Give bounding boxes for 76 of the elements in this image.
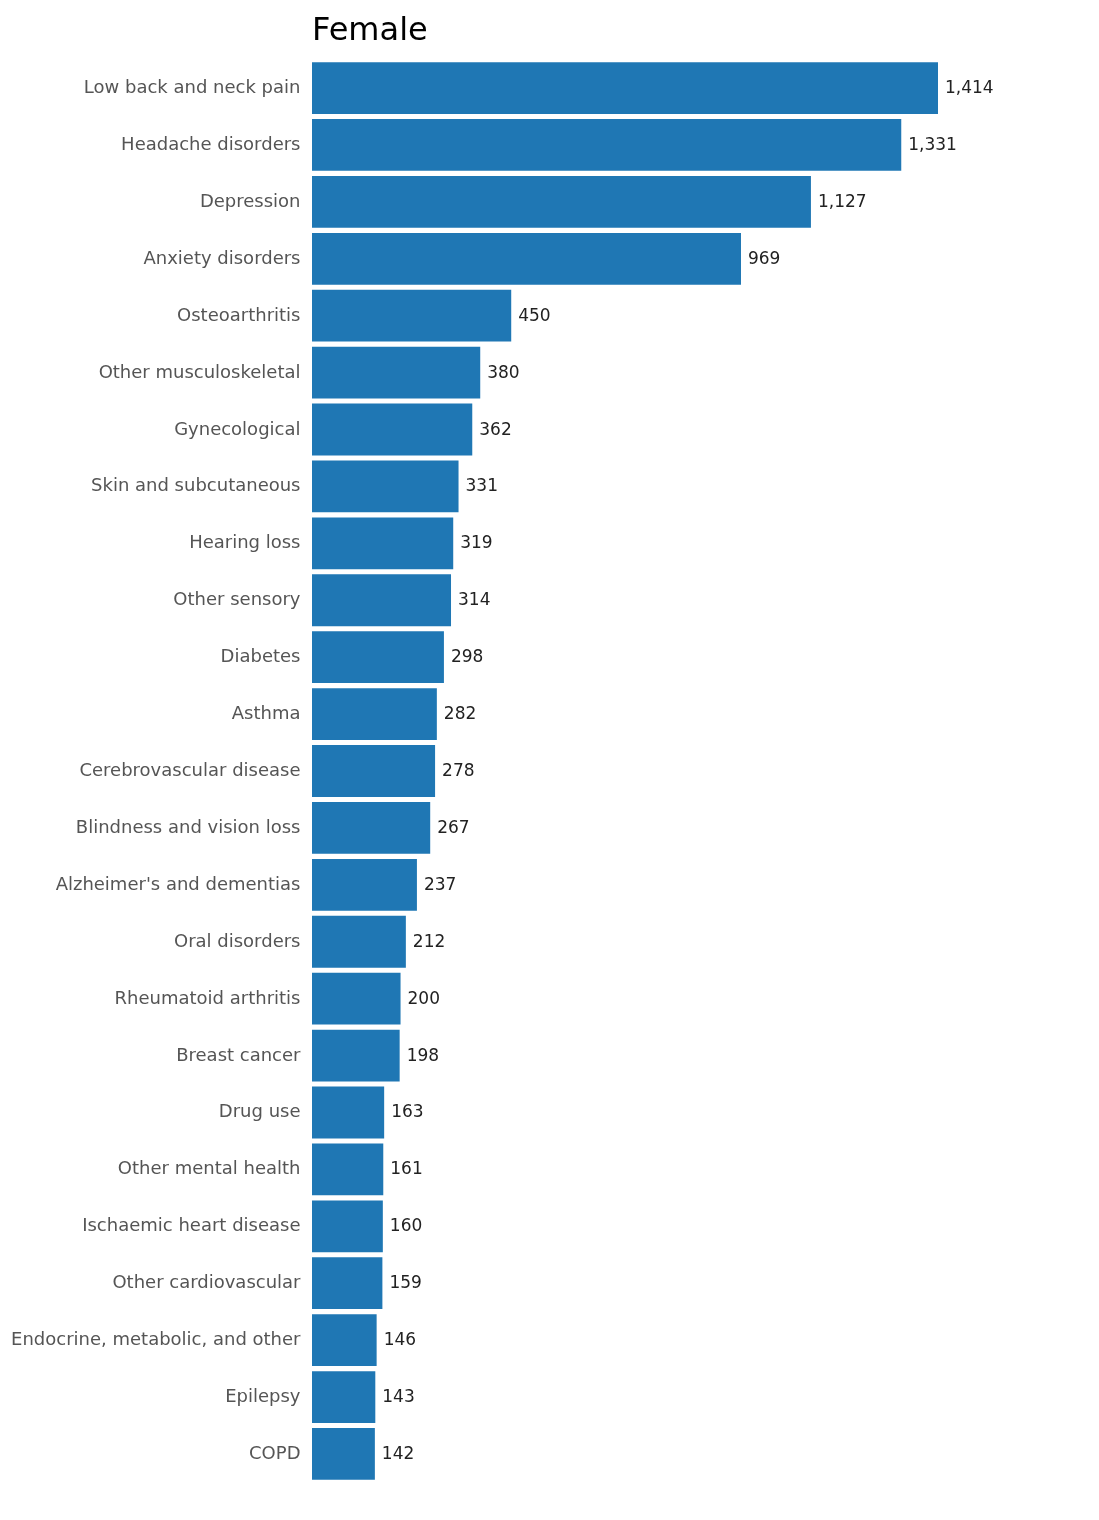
bar <box>312 119 902 171</box>
y-tick-label: Osteoarthritis <box>177 303 301 325</box>
y-tick-label: Ischaemic heart disease <box>82 1214 301 1236</box>
bar <box>312 972 401 1025</box>
y-tick-label: Epilepsy <box>225 1385 301 1407</box>
y-tick-label: Other cardiovascular <box>112 1271 302 1293</box>
bar <box>312 289 512 342</box>
y-tick-label: Depression <box>199 189 301 211</box>
bar <box>312 175 811 228</box>
y-tick-label: Gynecological <box>174 417 301 439</box>
bar <box>312 802 431 854</box>
data-label: 159 <box>389 1272 422 1293</box>
data-label: 1,414 <box>945 77 994 98</box>
bar <box>312 1314 377 1367</box>
data-label: 142 <box>381 1442 415 1463</box>
data-label: 298 <box>450 646 484 667</box>
bar <box>312 1428 375 1480</box>
bar <box>312 1257 383 1310</box>
bar <box>312 1143 384 1196</box>
data-label: 380 <box>487 361 520 382</box>
data-label: 331 <box>465 475 498 496</box>
bar <box>312 346 481 399</box>
data-label: 212 <box>412 930 446 951</box>
bar <box>312 631 444 684</box>
bar <box>312 858 417 911</box>
data-label: 143 <box>382 1386 415 1407</box>
y-tick-label: Diabetes <box>220 645 301 667</box>
y-tick-label: Skin and subcutaneous <box>91 474 301 496</box>
bar <box>312 1029 400 1082</box>
y-tick-label: Low back and neck pain <box>83 76 301 98</box>
data-label: 319 <box>460 532 493 553</box>
bar <box>312 517 454 570</box>
y-tick-label: Cerebrovascular disease <box>79 759 301 780</box>
y-tick-label: Other musculoskeletal <box>98 360 301 382</box>
y-tick-label: Blindness and vision loss <box>75 815 301 837</box>
y-tick-label: Oral disorders <box>173 929 301 951</box>
data-label: 267 <box>437 816 470 837</box>
data-label: 146 <box>383 1329 417 1350</box>
data-label: 163 <box>391 1101 424 1122</box>
y-tick-label: Drug use <box>218 1100 301 1122</box>
y-tick-label: Hearing loss <box>189 531 301 553</box>
data-label: 282 <box>443 703 477 724</box>
data-label: 1,331 <box>908 133 957 154</box>
bar <box>312 232 741 285</box>
y-tick-label: Endocrine, metabolic, and other <box>11 1328 302 1350</box>
data-label: 362 <box>479 418 512 439</box>
y-tick-label: Asthma <box>231 702 301 724</box>
data-label: 450 <box>518 304 551 325</box>
bar <box>312 915 406 968</box>
y-tick-label: Other sensory <box>173 588 301 610</box>
data-label: 237 <box>423 873 457 894</box>
chart-title: Female <box>312 10 428 48</box>
data-label: 160 <box>389 1215 423 1236</box>
bar <box>312 403 473 456</box>
y-tick-label: Breast cancer <box>176 1043 302 1065</box>
y-tick-label: Anxiety disorders <box>143 246 301 268</box>
data-label: 278 <box>442 760 475 780</box>
bar <box>312 574 452 627</box>
y-tick-label: Other mental health <box>117 1157 301 1179</box>
data-label: 198 <box>406 1044 440 1065</box>
y-tick-label: Rheumatoid arthritis <box>114 986 301 1008</box>
data-label: 1,127 <box>817 190 867 211</box>
bar <box>312 688 437 740</box>
data-label: 314 <box>458 589 491 610</box>
y-tick-label: Alzheimer's and dementias <box>55 872 301 894</box>
data-label: 200 <box>407 987 440 1008</box>
bar <box>312 460 459 513</box>
bar <box>312 1200 383 1253</box>
bar <box>312 62 938 114</box>
y-tick-label: Headache disorders <box>121 132 301 154</box>
y-tick-label: COPD <box>249 1441 301 1463</box>
bar <box>312 1086 385 1139</box>
data-label: 161 <box>390 1158 423 1179</box>
bar <box>312 1371 376 1423</box>
bar <box>312 745 436 797</box>
data-label: 969 <box>747 247 781 268</box>
